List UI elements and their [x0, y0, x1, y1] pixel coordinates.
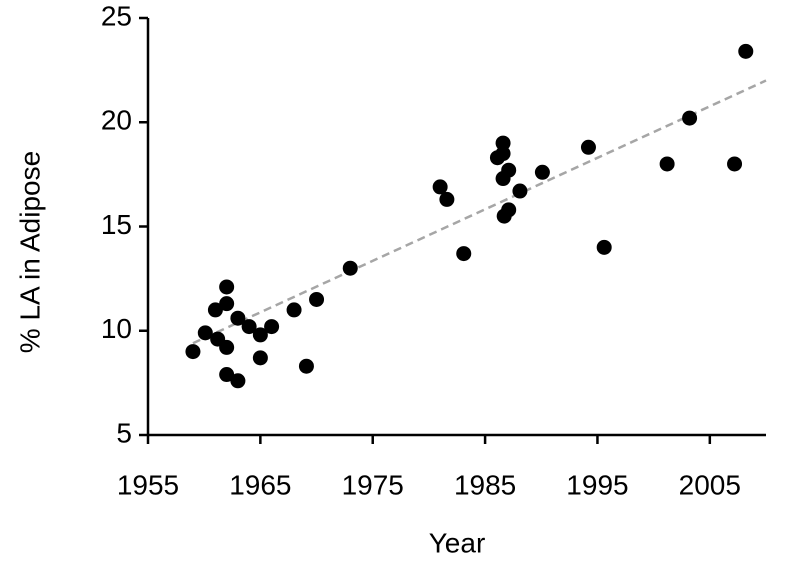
point: [580, 139, 596, 155]
x-tick-label: 2005: [679, 469, 741, 500]
trend-line: [192, 79, 767, 345]
x-axis-title: Year: [429, 527, 486, 558]
point: [501, 202, 517, 218]
point: [659, 156, 675, 172]
point: [252, 327, 268, 343]
y-tick-label: 20: [101, 105, 132, 136]
point: [512, 183, 528, 199]
point: [456, 246, 472, 262]
point: [219, 279, 235, 295]
point: [342, 260, 358, 276]
x-tick-label: 1955: [117, 469, 179, 500]
point: [264, 319, 280, 335]
x-tick-label: 1975: [342, 469, 404, 500]
y-axis-title: % LA in Adipose: [14, 151, 45, 353]
point: [230, 373, 246, 389]
point: [727, 156, 743, 172]
point: [596, 239, 612, 255]
x-tick-label: 1985: [454, 469, 516, 500]
point: [185, 344, 201, 360]
point: [495, 146, 511, 162]
x-tick-label: 1965: [229, 469, 291, 500]
point: [219, 367, 235, 383]
point: [219, 339, 235, 355]
point: [197, 325, 213, 341]
x-tick-label: 1995: [566, 469, 628, 500]
point: [230, 310, 246, 326]
point: [738, 43, 754, 59]
y-tick-label: 15: [101, 209, 132, 240]
point: [252, 350, 268, 366]
point: [309, 291, 325, 307]
point: [241, 319, 257, 335]
point: [501, 162, 517, 178]
point: [439, 191, 455, 207]
point: [682, 110, 698, 126]
point: [207, 302, 223, 318]
y-tick-label: 10: [101, 313, 132, 344]
y-tick-label: 5: [116, 417, 132, 448]
point: [495, 135, 511, 151]
point: [219, 296, 235, 312]
y-tick-label: 25: [101, 0, 132, 31]
point: [534, 164, 550, 180]
point: [286, 302, 302, 318]
point: [432, 179, 448, 195]
point: [298, 358, 314, 374]
